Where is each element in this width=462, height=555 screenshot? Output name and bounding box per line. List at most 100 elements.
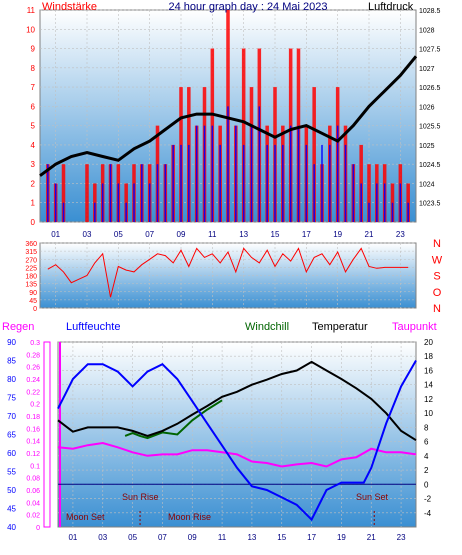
temperature-y-tick: -4 — [424, 509, 432, 518]
wind-y-tick: 2 — [31, 179, 36, 188]
rain-y-tick: 0.12 — [26, 451, 40, 458]
compass-letter: O — [433, 287, 442, 299]
wind-bar — [180, 144, 182, 222]
wind-bar — [344, 144, 347, 222]
pressure-y-tick: 1024 — [419, 181, 435, 188]
wind-bars — [46, 10, 410, 222]
climate-series — [57, 360, 417, 522]
gust-bar — [61, 164, 66, 222]
pressure-line — [39, 55, 418, 177]
direction-y-tick: 180 — [25, 274, 37, 281]
temperature-y-tick: 18 — [424, 352, 433, 361]
compass-letter: N — [433, 303, 441, 315]
climate-x-tick: 07 — [158, 533, 167, 542]
rain-y-tick: 0.14 — [26, 439, 40, 446]
climate-x-tick: 01 — [68, 533, 77, 542]
wind-bar — [407, 202, 409, 222]
direction-y-tick: 360 — [25, 241, 37, 248]
wind-x-tick: 15 — [271, 230, 280, 239]
wind-bar — [274, 144, 276, 222]
wind-x-tick: 23 — [396, 230, 405, 239]
wind-bar — [297, 125, 300, 222]
wind-bar — [391, 202, 394, 222]
climate-x-tick: 21 — [367, 533, 376, 542]
rain-y-tick: 0.02 — [26, 513, 40, 520]
wind-bar — [156, 164, 159, 222]
temperature-y-tick: 2 — [424, 466, 429, 475]
climate-x-tick: 13 — [247, 533, 256, 542]
pressure-series — [39, 55, 418, 177]
temperature-y-tick: 10 — [424, 409, 433, 418]
rain-y-tick: 0.1 — [30, 463, 40, 470]
wind-x-tick: 17 — [302, 230, 311, 239]
legend-taupunkt: Taupunkt — [392, 321, 437, 333]
wind-bar — [62, 202, 65, 222]
temperature-y-tick: 16 — [424, 366, 433, 375]
rain-axis-strip — [43, 341, 51, 528]
wind-label: Windstärke — [42, 1, 97, 13]
climate-x-tick: 17 — [307, 533, 316, 542]
rain-y-tick: 0.06 — [26, 488, 40, 495]
climate-x-tick: 09 — [188, 533, 197, 542]
wind-x-tick: 05 — [114, 230, 123, 239]
dewpoint-line — [57, 441, 417, 468]
wind-bar — [289, 125, 292, 222]
pressure-y-tick: 1027 — [419, 66, 435, 73]
wind-x-tick: 21 — [365, 230, 374, 239]
rain-y-tick: 0.08 — [26, 476, 40, 483]
direction-y-tick: 0 — [33, 306, 37, 313]
wind-bar — [235, 125, 237, 222]
pressure-label: Luftdruck — [368, 1, 414, 13]
wind-bar — [352, 164, 355, 222]
wind-bar — [47, 164, 49, 222]
pressure-y-tick: 1028 — [419, 27, 435, 34]
temperature-axis: -4 -2 0 2 4 6 8 10 12 14 16 18 20 — [424, 338, 433, 518]
wind-bar — [101, 183, 104, 222]
gust-bar — [93, 183, 97, 222]
climate-x-tick: 05 — [128, 533, 137, 542]
wind-bar — [109, 164, 112, 222]
rain-y-tick: 0.3 — [30, 340, 40, 347]
direction-y-tick: 315 — [25, 249, 37, 256]
wind-bar — [203, 125, 206, 222]
wind-x-tick: 03 — [83, 230, 92, 239]
wind-bar — [141, 164, 143, 222]
climate-x-tick: 03 — [98, 533, 107, 542]
wind-bar — [94, 202, 96, 222]
temperature-line — [57, 360, 417, 442]
gust-bar — [241, 48, 246, 222]
wind-x-tick: 11 — [208, 230, 217, 239]
wind-panel-x-axis: 01 03 05 07 09 11 13 15 17 19 21 23 — [51, 230, 405, 239]
wind-bar — [266, 144, 268, 222]
wind-bar — [250, 125, 253, 222]
climate-x-tick: 15 — [277, 533, 286, 542]
wind-y-tick: 7 — [31, 83, 36, 92]
rain-y-tick: 0.04 — [26, 500, 40, 507]
wind-y-tick: 9 — [31, 45, 36, 54]
humidity-y-tick: 45 — [7, 505, 16, 514]
gust-bar — [85, 164, 89, 222]
wind-bar — [258, 106, 261, 222]
compass-letter: W — [432, 254, 443, 266]
direction-line — [47, 247, 409, 298]
compass-letter: N — [433, 238, 441, 250]
climate-x-tick: 23 — [397, 533, 406, 542]
pressure-y-tick: 1025 — [419, 143, 435, 150]
rain-axis: 0 0.02 0.04 0.06 0.08 0.1 0.12 0.14 0.16 0.18 0.2 0… — [26, 340, 40, 532]
pressure-y-tick: 1026 — [419, 104, 435, 111]
wind-bar — [368, 202, 370, 222]
rain-y-tick: 0.28 — [26, 352, 40, 359]
humidity-y-tick: 50 — [7, 486, 16, 495]
gust-bar — [406, 183, 410, 222]
legend-regen: Regen — [2, 321, 34, 333]
direction-y-tick: 135 — [25, 282, 37, 289]
wind-bar — [188, 144, 190, 222]
pressure-y-tick: 1026.5 — [419, 85, 441, 92]
wind-x-tick: 13 — [239, 230, 248, 239]
wind-y-tick: 10 — [26, 25, 35, 34]
temperature-y-tick: 12 — [424, 395, 433, 404]
climate-panel-grid — [58, 341, 416, 527]
